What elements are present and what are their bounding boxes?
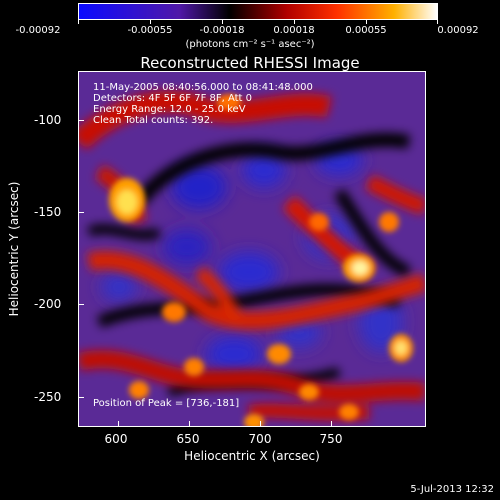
y-axis-tick xyxy=(78,304,84,305)
colorbar-tick-label: 0.00092 xyxy=(437,25,479,36)
y-axis-tick xyxy=(78,397,84,398)
x-tick-label: 600 xyxy=(104,432,128,446)
colorbar-tick-label: -0.00018 xyxy=(199,25,245,36)
colorbar-tick-label: -0.00055 xyxy=(127,25,173,36)
colorbar-gradient xyxy=(79,4,437,19)
colorbar-tick xyxy=(150,19,151,24)
y-tick-label: -100 xyxy=(34,113,62,127)
colorbar-tick xyxy=(222,19,223,24)
colorbar-tick xyxy=(366,19,367,24)
observation-time-range: 11-May-2005 08:40:56.000 to 08:41:48.000 xyxy=(93,82,313,93)
colorbar-tick xyxy=(294,19,295,24)
y-tick-label: -250 xyxy=(34,390,62,404)
colorbar-tick-label: 0.00018 xyxy=(273,25,315,36)
colorbar-tick xyxy=(437,19,438,24)
observation-info: 11-May-2005 08:40:56.000 to 08:41:48.000… xyxy=(93,82,313,126)
peak-position-info: Position of Peak = [736,-181] xyxy=(93,398,240,409)
image-plot-area: 11-May-2005 08:40:56.000 to 08:41:48.000… xyxy=(78,71,426,427)
x-tick-label: 750 xyxy=(319,432,343,446)
render-timestamp: 5-Jul-2013 12:32 xyxy=(410,484,494,495)
x-axis-label: Heliocentric X (arcsec) xyxy=(184,449,320,463)
colorbar-units: (photons cm⁻² s⁻¹ asec⁻²) xyxy=(185,39,315,50)
colorbar-tick xyxy=(78,19,79,24)
y-axis-label: Heliocentric Y (arcsec) xyxy=(7,181,21,317)
x-axis-tick xyxy=(260,421,261,427)
y-tick-label: -200 xyxy=(34,297,62,311)
colorbar xyxy=(78,3,438,20)
x-axis-tick xyxy=(331,421,332,427)
y-axis-tick xyxy=(78,212,84,213)
image-title: Reconstructed RHESSI Image xyxy=(140,54,360,72)
x-axis-tick xyxy=(189,421,190,427)
y-tick-label: -150 xyxy=(34,205,62,219)
x-axis-tick xyxy=(118,421,119,427)
detectors-info: Detectors: 4F 5F 6F 7F 8F, Att 0 xyxy=(93,93,253,104)
colorbar-tick-label: 0.00055 xyxy=(345,25,387,36)
heatmap-image xyxy=(79,72,425,426)
colorbar-tick-label: -0.00092 xyxy=(15,25,61,36)
energy-range-info: Energy Range: 12.0 - 25.0 keV xyxy=(93,104,246,115)
x-tick-label: 650 xyxy=(176,432,200,446)
y-axis-tick xyxy=(78,120,84,121)
algorithm-counts-info: Clean Total counts: 392. xyxy=(93,115,214,126)
x-tick-label: 700 xyxy=(248,432,272,446)
